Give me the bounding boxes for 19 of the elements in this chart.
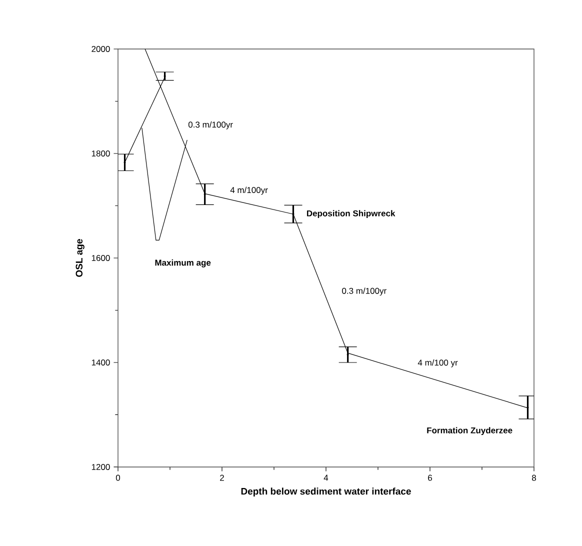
x-tick-label: 8 (532, 474, 536, 481)
y-tick-label: 1200 (92, 464, 110, 470)
x-axis-title: Depth below sediment water interface (241, 488, 411, 497)
y-tick-label: 2000 (92, 46, 110, 52)
annotation: Formation Zuyderzee (427, 427, 512, 436)
x-tick-label: 4 (324, 474, 328, 481)
y-tick-label: 1600 (92, 254, 110, 261)
x-tick-label: 0 (116, 474, 120, 481)
annotation: Deposition Shipwreck (307, 210, 396, 218)
x-tick-label: 6 (428, 474, 432, 481)
x-tick-label: 2 (220, 474, 224, 481)
annotation: 4 m/100yr (230, 186, 268, 195)
y-axis-title: OSL age (76, 239, 84, 277)
annotation: 4 m/100 yr (418, 359, 458, 368)
annotation: 0.3 m/100yr (342, 288, 386, 296)
y-tick-label: 1400 (92, 359, 110, 366)
y-tick-label: 1800 (92, 150, 110, 156)
annotation: 0.3 m/100yr (188, 121, 233, 130)
annotation: Maximum age (155, 259, 211, 268)
